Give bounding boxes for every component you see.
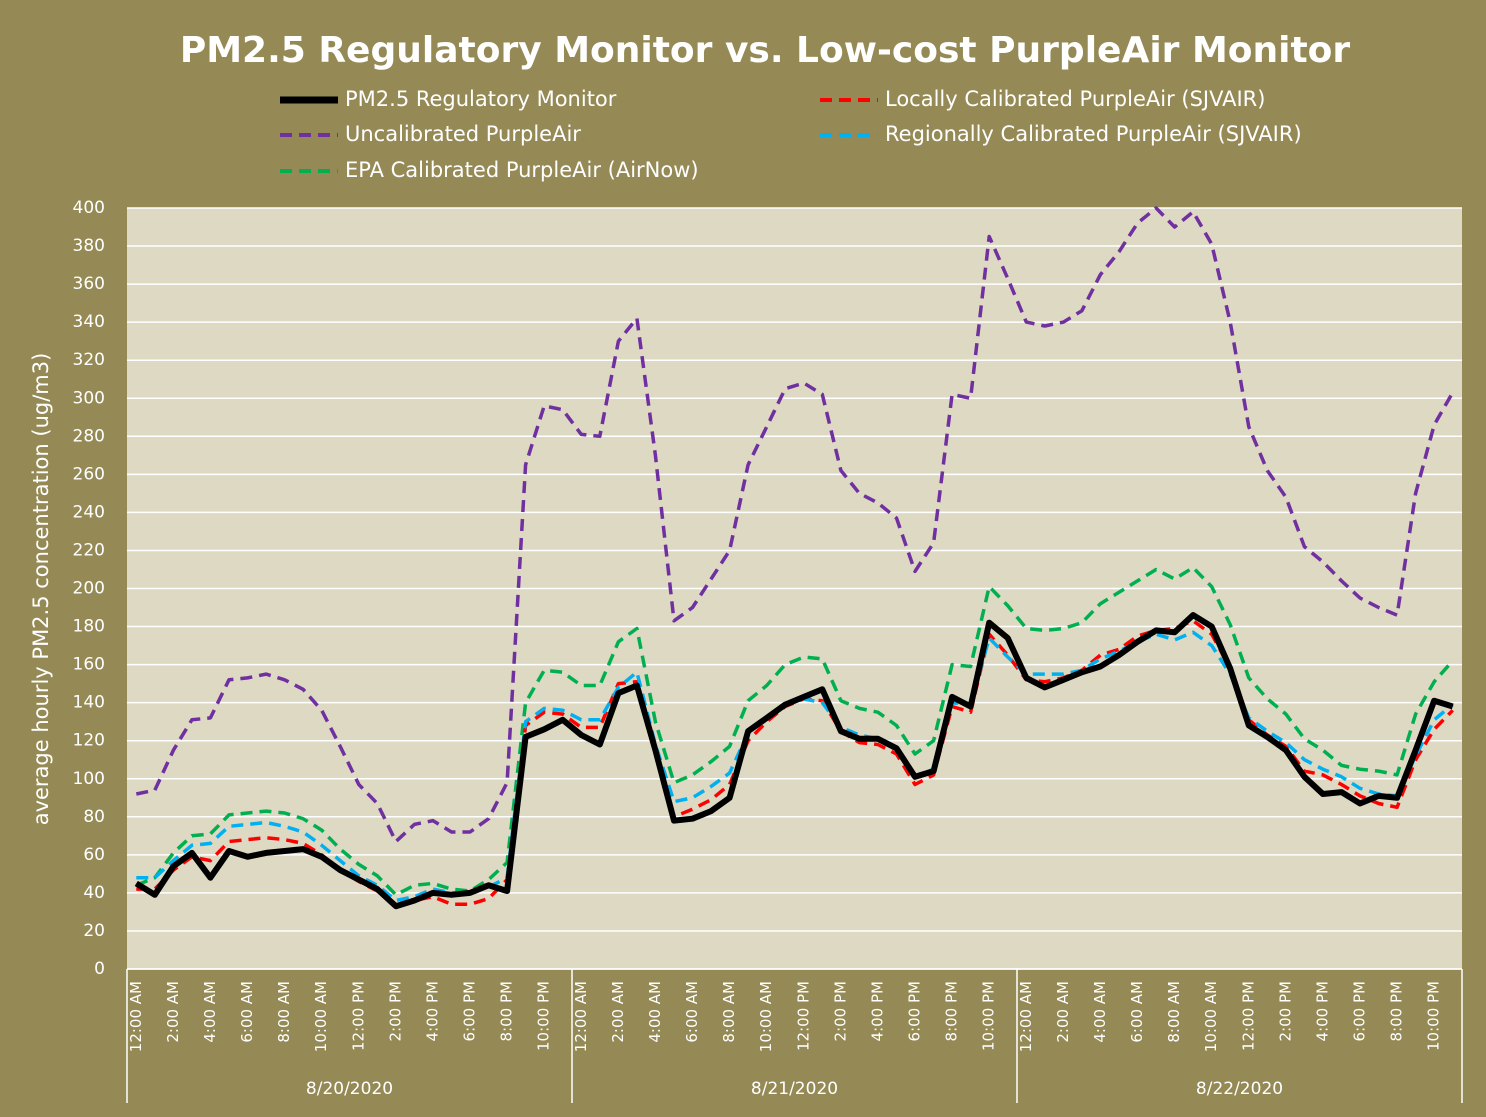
y-tick-label: 320 <box>73 350 105 370</box>
x-tick-label: 2:00 PM <box>386 981 404 1041</box>
x-tick-label: 10:00 AM <box>1202 981 1220 1052</box>
x-tick-label: 2:00 AM <box>609 981 627 1043</box>
y-tick-label: 20 <box>83 921 105 941</box>
y-tick-label: 380 <box>73 236 105 256</box>
x-tick-label: 4:00 AM <box>201 981 219 1043</box>
x-tick-label: 10:00 PM <box>980 981 998 1051</box>
series-line <box>135 565 1455 897</box>
y-tick-label: 40 <box>83 883 105 903</box>
series-line <box>134 612 1454 910</box>
legend-label: Locally Calibrated PurpleAir (SJVAIR) <box>885 87 1265 111</box>
x-tick-label: 8:00 AM <box>275 981 293 1043</box>
group-label: 8/21/2020 <box>751 1079 838 1099</box>
y-tick-label: 280 <box>73 426 105 446</box>
x-tick-label: 6:00 PM <box>906 981 924 1041</box>
x-tick-label: 12:00 AM <box>1017 981 1035 1052</box>
y-tick-label: 340 <box>73 312 105 332</box>
y-tick-label: 360 <box>73 274 105 294</box>
y-tick-label: 220 <box>73 540 105 560</box>
legend-label: EPA Calibrated PurpleAir (AirNow) <box>345 158 699 182</box>
y-tick-label: 260 <box>73 464 105 484</box>
legend-label: PM2.5 Regulatory Monitor <box>345 87 617 111</box>
y-tick-label: 160 <box>73 655 105 675</box>
x-tick-label: 8:00 AM <box>720 981 738 1043</box>
y-tick-label: 300 <box>73 388 105 408</box>
x-tick-label: 2:00 PM <box>1276 981 1294 1041</box>
y-tick-label: 100 <box>73 769 105 789</box>
y-axis-label: average hourly PM2.5 concentration (ug/m… <box>29 353 53 826</box>
x-tick-label: 4:00 PM <box>868 981 886 1041</box>
x-tick-label: 8:00 PM <box>943 981 961 1041</box>
y-tick-label: 0 <box>94 959 105 979</box>
y-tick-label: 400 <box>73 198 105 218</box>
y-tick-label: 180 <box>73 617 105 637</box>
y-tick-label: 140 <box>73 693 105 713</box>
x-tick-label: 12:00 PM <box>1239 981 1257 1051</box>
x-tick-label: 12:00 AM <box>127 981 145 1052</box>
group-label: 8/22/2020 <box>1196 1079 1283 1099</box>
x-tick-label: 8:00 AM <box>1165 981 1183 1043</box>
x-tick-label: 10:00 PM <box>535 981 553 1051</box>
y-tick-label: 80 <box>83 807 105 827</box>
x-tick-label: 4:00 AM <box>1091 981 1109 1043</box>
y-tick-label: 240 <box>73 502 105 522</box>
group-label: 8/20/2020 <box>306 1079 393 1099</box>
x-tick-label: 2:00 PM <box>831 981 849 1041</box>
x-tick-label: 12:00 PM <box>794 981 812 1051</box>
x-tick-label: 12:00 PM <box>349 981 367 1051</box>
x-tick-label: 4:00 PM <box>1313 981 1331 1041</box>
x-tick-label: 8:00 PM <box>1388 981 1406 1041</box>
chart-title: PM2.5 Regulatory Monitor vs. Low-cost Pu… <box>180 30 1351 71</box>
x-tick-label: 6:00 AM <box>683 981 701 1043</box>
legend-label: Uncalibrated PurpleAir <box>345 122 581 146</box>
x-tick-label: 4:00 PM <box>423 981 441 1041</box>
series-line <box>135 206 1455 844</box>
x-tick-label: 12:00 AM <box>572 981 590 1052</box>
x-tick-label: 10:00 PM <box>1425 981 1443 1051</box>
x-tick-label: 6:00 AM <box>238 981 256 1043</box>
y-tick-label: 60 <box>83 845 105 865</box>
x-tick-label: 10:00 AM <box>757 981 775 1052</box>
x-tick-label: 2:00 AM <box>1054 981 1072 1043</box>
y-tick-label: 120 <box>73 731 105 751</box>
legend-label: Regionally Calibrated PurpleAir (SJVAIR) <box>885 122 1302 146</box>
x-tick-label: 2:00 AM <box>164 981 182 1043</box>
x-tick-label: 10:00 AM <box>312 981 330 1052</box>
x-tick-label: 6:00 AM <box>1128 981 1146 1043</box>
x-tick-label: 8:00 PM <box>498 981 516 1041</box>
x-tick-label: 6:00 PM <box>1351 981 1369 1041</box>
x-tick-label: 4:00 AM <box>646 981 664 1043</box>
x-tick-label: 6:00 PM <box>461 981 479 1041</box>
y-tick-label: 200 <box>73 579 105 599</box>
